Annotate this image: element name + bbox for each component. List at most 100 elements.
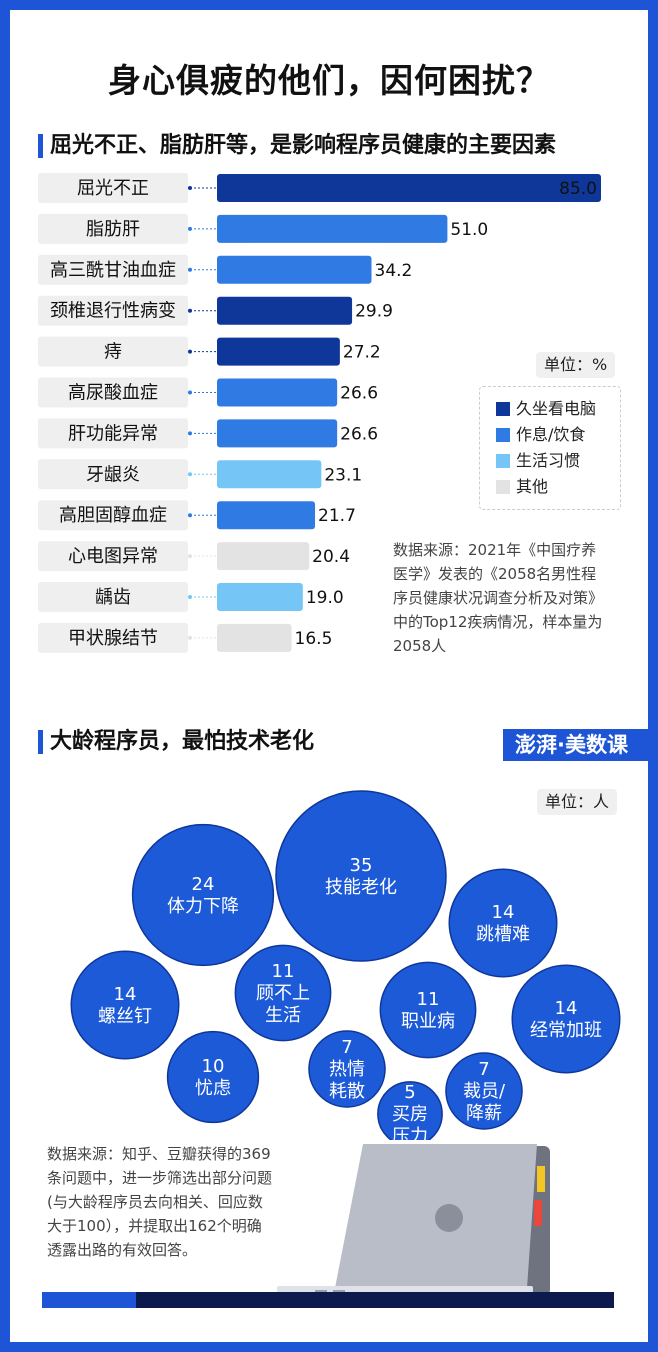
bubble-value: 14 [492,902,515,923]
footer-bar-dark [136,1292,614,1308]
bubble [377,1081,443,1140]
note-line: 数据来源：2021年《中国疗养 [393,541,597,559]
category-label: 颈椎退行性病变 [50,301,176,322]
value-label: 21.7 [318,506,356,526]
category-label-box [38,173,188,203]
category-label: 痔 [104,342,122,363]
bar [217,542,310,571]
value-label: 27.2 [343,343,381,363]
note-line: 中的Top12疾病情况，样本量为 [393,613,603,631]
bar [217,583,303,611]
value-label: 16.5 [295,629,333,649]
section-heading-text: 屈光不正、脂肪肝等，是影响程序员健康的主要因素 [50,133,557,158]
category-label-box [38,622,188,653]
value-label: 34.2 [375,261,413,281]
bar [217,296,353,325]
category-label-box [38,254,188,285]
bubble-value: 11 [272,961,295,982]
leader-dot [188,267,192,272]
value-label: 26.6 [340,384,378,404]
value-label: 23.1 [324,465,362,485]
page-title: 身心俱疲的他们，因何困扰？ [108,61,550,100]
unit-label-people: 单位：人 [537,789,618,815]
disease-bar-chart: 屈光不正 85.0 脂肪肝 51.0 高三酰甘油血症 34.2 颈椎退行性病变 29.9 痔 27… [38,173,601,653]
leader-dot [188,635,192,640]
note-line: 透露出路的有效回答。 [47,1241,198,1259]
bar [217,501,316,530]
bubble-label: 螺丝钉 [98,1006,152,1027]
legend-label: 其他 [516,477,549,496]
bar [217,623,292,652]
category-label: 甲状腺结节 [68,628,158,649]
source-note-aging: 数据来源：知乎、豆瓣获得的369 条问题中，进一步筛选出部分问题 (与大龄程序员… [47,1142,317,1262]
brand-logo: 澎湃·美数课 [503,729,648,761]
bubble-label: 体力下降 [167,896,239,917]
leader-dot [188,226,192,231]
bubble-label: 顾不上 [256,983,310,1004]
note-line: (与大龄程序员去向相关、回应数 [47,1193,263,1211]
category-label: 龋齿 [95,587,131,608]
bubble-value: 5 [404,1082,415,1103]
category-label-box [38,500,188,531]
worry-bubble-chart: 24体力下降35技能老化14跳槽难14螺丝钉11顾不上生活11职业病14经常加班… [70,790,621,1140]
note-line: 数据来源：知乎、豆瓣获得的369 [47,1145,271,1163]
bubble [275,790,447,962]
sticky-note-red [534,1200,542,1226]
bubble-value: 14 [114,984,137,1005]
bubble-label: 跳槽难 [476,924,530,945]
bubble [131,823,275,967]
bubble-label: 热情 [329,1059,365,1080]
bar [217,337,340,366]
bubble-value: 24 [192,874,215,895]
bubble-label: 技能老化 [325,877,397,898]
category-label-box [38,541,188,572]
sticky-note-yellow [537,1166,545,1192]
note-line: 大于100），并提取出162个明确 [47,1217,262,1235]
bubble-label: 降薪 [466,1103,502,1124]
leader-dot [188,186,192,190]
bubble-value: 14 [555,998,578,1019]
bar [217,174,601,202]
leader-dot [188,595,192,599]
legend-swatch [496,480,510,494]
leader-dot [188,513,192,518]
leader-dot [188,472,192,477]
bubble-label: 裁员/ [463,1081,506,1102]
leader-dot [188,390,192,395]
category-label-box [38,582,188,612]
bubble [166,1030,260,1124]
bubble-value: 7 [478,1059,489,1080]
bar [217,378,338,407]
bubble-label: 买房 [392,1104,428,1125]
bubble-label: 职业病 [401,1011,455,1032]
source-note-health: 数据来源：2021年《中国疗养 医学》发表的《2058名男性程 序员健康状况调查… [393,538,643,658]
bubble-label: 压力 [392,1126,428,1140]
bubble [234,944,332,1042]
bubble [379,961,477,1059]
chart-legend: 久坐看电脑 作息/饮食 生活习惯 其他 [479,386,621,510]
bubble [445,1052,523,1130]
legend-label: 作息/饮食 [516,425,586,444]
category-label: 高三酰甘油血症 [50,260,176,281]
leader-dot [188,349,192,354]
footer-bar-accent [42,1292,136,1308]
category-label: 高胆固醇血症 [59,505,167,526]
bar [217,419,338,448]
value-label: 29.9 [355,302,393,322]
note-line: 医学》发表的《2058名男性程 [393,565,597,583]
bubble [448,868,558,978]
leader-dot [188,308,192,313]
bubble-label: 耗散 [329,1081,365,1102]
laptop-logo [435,1204,463,1232]
infographic-panel: 身心俱疲的他们，因何困扰？ 屈光不正、脂肪肝等，是影响程序员健康的主要因素 屈光… [10,10,648,1342]
note-line: 序员健康状况调查分析及对策》 [393,589,604,607]
bubble-label: 忧虑 [195,1078,231,1099]
category-label: 心电图异常 [68,546,158,567]
value-label: 26.6 [340,424,378,444]
legend-label: 生活习惯 [516,451,581,470]
bubble-label: 经常加班 [530,1020,602,1041]
bubble [511,964,621,1074]
legend-label: 久坐看电脑 [516,399,597,418]
value-label: 20.4 [312,547,350,567]
bubble [308,1030,386,1108]
